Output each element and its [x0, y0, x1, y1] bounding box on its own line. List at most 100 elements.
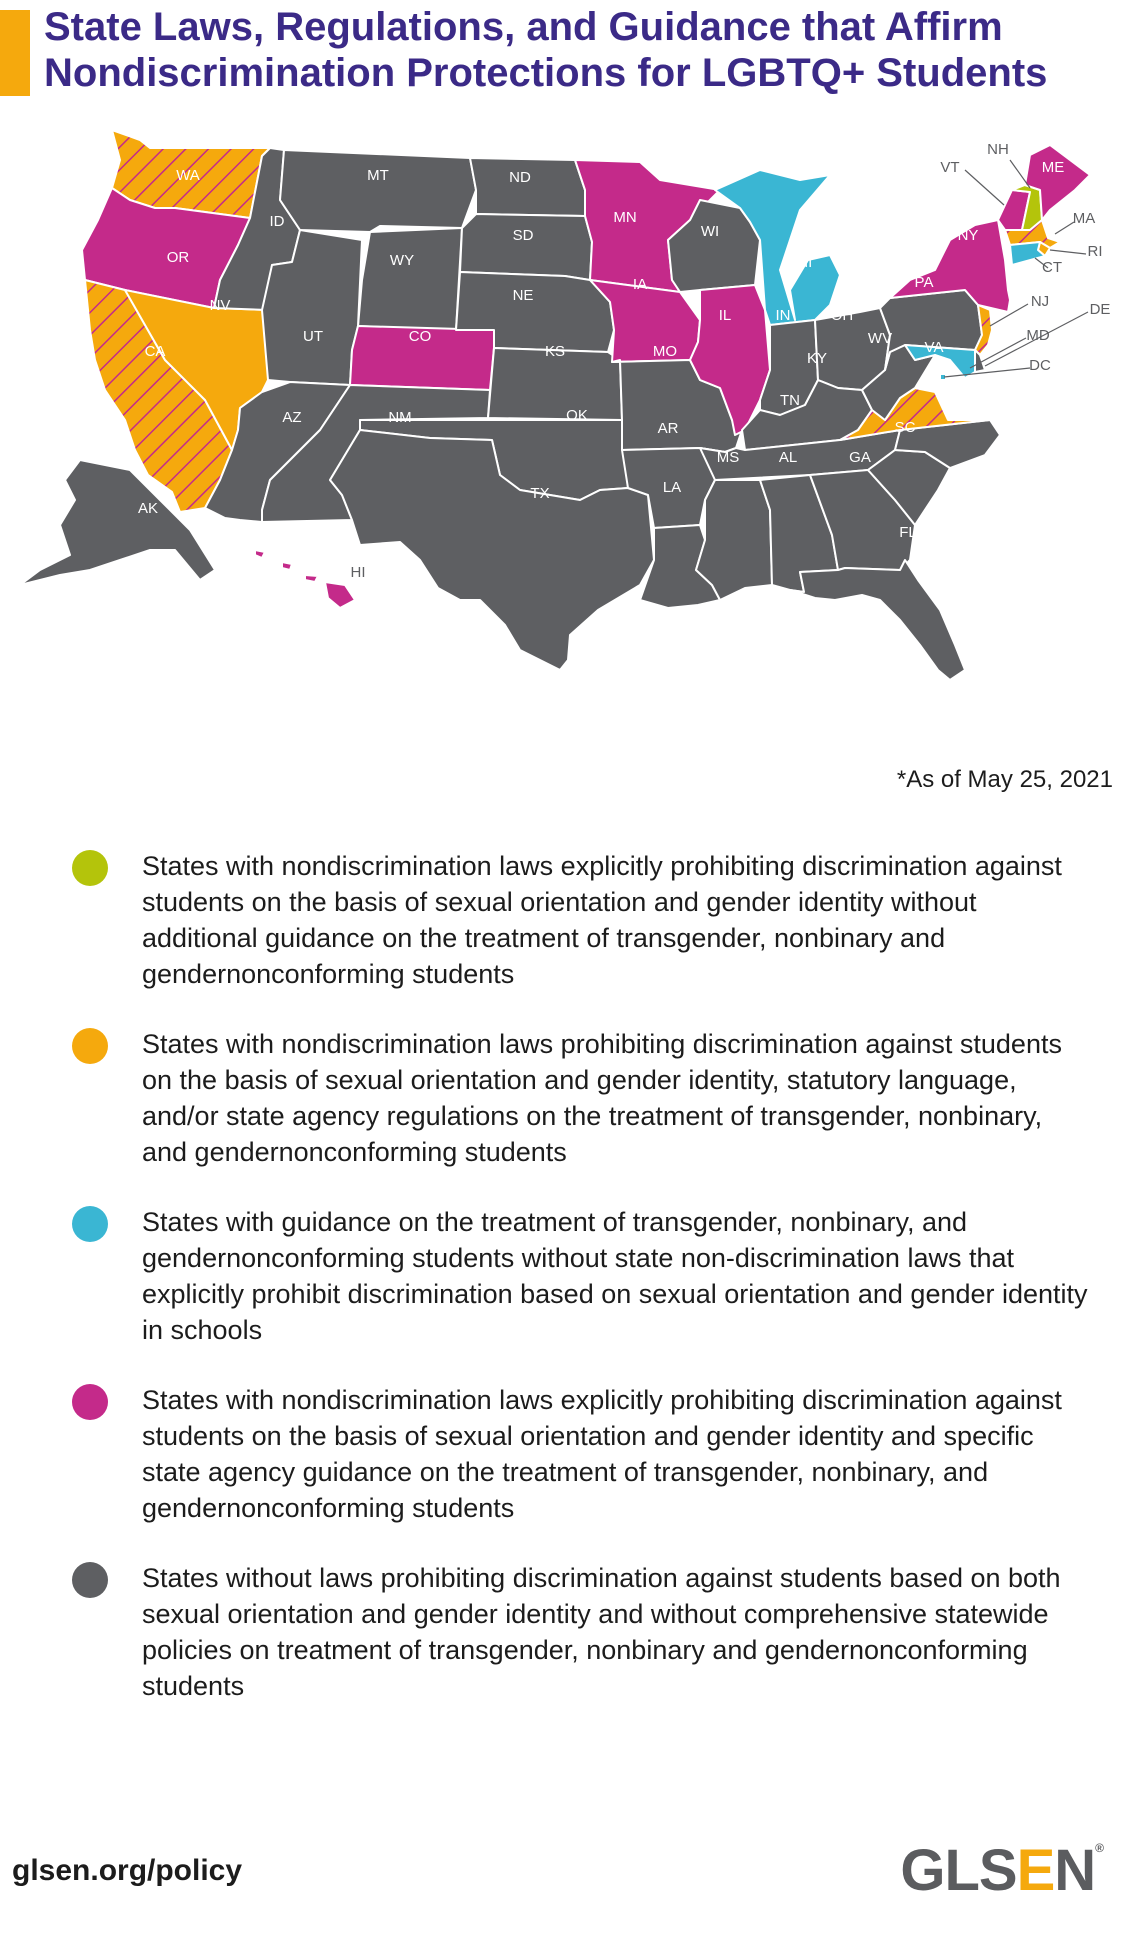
state-dc [939, 373, 947, 381]
legend-dot-gray [72, 1562, 108, 1598]
state-label-pa: PA [915, 274, 934, 291]
state-label-va: VA [925, 339, 944, 356]
leader-line-vt [964, 169, 1005, 206]
state-label-ia: IA [633, 276, 647, 293]
title-line-2: Nondiscrimination Protections for LGBTQ+… [44, 51, 1048, 95]
state-label-ky: KY [807, 350, 827, 367]
state-nd [469, 157, 586, 217]
state-label-ct: CT [1042, 259, 1062, 276]
state-sd [459, 213, 593, 281]
state-label-hi: HI [351, 564, 366, 581]
state-label-ca: CA [145, 343, 166, 360]
state-mi [714, 169, 841, 326]
footer-policy-link[interactable]: glsen.org/policy [12, 1854, 243, 1887]
state-label-ne: NE [513, 287, 534, 304]
leader-line-de [984, 311, 1089, 367]
leader-line-md [969, 337, 1027, 369]
legend: States with nondiscrimination laws expli… [70, 848, 1090, 1704]
state-label-wa: WA [176, 167, 200, 184]
legend-text: States with nondiscrimination laws expli… [142, 851, 1062, 989]
state-label-la: LA [663, 479, 681, 496]
state-label-or: OR [167, 249, 190, 266]
state-label-ms: MS [717, 449, 740, 466]
legend-item-lime: States with nondiscrimination laws expli… [70, 848, 1090, 992]
state-label-mn: MN [613, 209, 636, 226]
state-label-md: MD [1026, 327, 1049, 344]
legend-item-orange: States with nondiscrimination laws prohi… [70, 1026, 1090, 1170]
state-label-ma: MA [1073, 210, 1096, 227]
state-label-ar: AR [658, 420, 679, 437]
state-shapes [19, 130, 1091, 681]
legend-dot-teal [72, 1206, 108, 1242]
legend-dot-lime [72, 850, 108, 886]
state-label-wi: WI [701, 223, 719, 240]
leader-line-ct [1034, 257, 1049, 269]
title-accent-bar [0, 10, 30, 96]
state-ms [695, 479, 773, 601]
state-label-ak: AK [138, 500, 158, 517]
legend-dot-magenta [72, 1384, 108, 1420]
state-label-mt: MT [367, 167, 389, 184]
legend-text: States with nondiscrimination laws prohi… [142, 1029, 1062, 1167]
state-label-mi: MI [796, 254, 813, 271]
legend-dot-orange [72, 1028, 108, 1064]
state-labels: WA OR CA NV ID MT WY UT AZ CO NM ND SD NE KS OK TX MN IA MO… [138, 141, 1110, 581]
state-label-id: ID [270, 213, 285, 230]
legend-item-gray: States without laws prohibiting discrimi… [70, 1560, 1090, 1704]
state-label-nm: NM [388, 409, 411, 426]
us-state-map: WA OR CA NV ID MT WY UT AZ CO NM ND SD NE KS OK TX MN IA MO… [19, 130, 1110, 681]
state-label-ut: UT [303, 328, 323, 345]
legend-text: States without laws prohibiting discrimi… [142, 1563, 1061, 1701]
state-label-az: AZ [282, 409, 301, 426]
state-md [904, 344, 976, 379]
legend-text: States with nondiscrimination laws expli… [142, 1385, 1062, 1523]
leader-line-dc [943, 367, 1031, 378]
state-ne [455, 271, 615, 353]
state-label-mo: MO [653, 343, 677, 360]
state-label-oh: OH [831, 307, 854, 324]
state-label-tn: TN [780, 392, 800, 409]
state-ak [19, 459, 216, 586]
state-label-ks: KS [545, 343, 565, 360]
leader-line-ri [1049, 249, 1087, 255]
state-label-nd: ND [509, 169, 531, 186]
state-label-sc: SC [895, 419, 916, 436]
state-label-sd: SD [513, 227, 534, 244]
page-title: State Laws, Regulations, and Guidance th… [44, 4, 1114, 96]
state-label-me: ME [1042, 159, 1065, 176]
label-leader-lines [943, 159, 1089, 378]
state-label-ga: GA [849, 449, 871, 466]
legend-item-magenta: States with nondiscrimination laws expli… [70, 1382, 1090, 1526]
state-ct [1009, 241, 1046, 266]
state-label-co: CO [409, 328, 432, 345]
state-me [1024, 144, 1091, 221]
state-label-nj: NJ [1031, 293, 1049, 310]
state-il [689, 284, 771, 436]
title-line-1: State Laws, Regulations, and Guidance th… [44, 5, 1003, 49]
glsen-logo: GLSEN® [900, 1838, 1104, 1903]
leader-line-nh [1009, 159, 1031, 189]
as-of-date-note: *As of May 25, 2021 [896, 766, 1113, 793]
state-mt [279, 149, 477, 233]
state-label-de: DE [1090, 301, 1111, 318]
leader-line-nj [989, 303, 1029, 327]
legend-item-teal: States with guidance on the treatment of… [70, 1204, 1090, 1348]
state-label-nh: NH [987, 141, 1009, 158]
state-label-tx: TX [530, 485, 549, 502]
state-label-wv: WV [868, 330, 892, 347]
state-label-ok: OK [566, 407, 588, 424]
state-label-nv: NV [210, 297, 231, 314]
state-label-ny: NY [958, 227, 979, 244]
state-label-vt: VT [940, 159, 959, 176]
state-label-fl: FL [899, 524, 917, 541]
state-tx [329, 429, 655, 671]
state-wy [357, 227, 463, 331]
state-label-wy: WY [390, 252, 414, 269]
state-label-in: IN [776, 307, 791, 324]
state-fl [789, 559, 966, 681]
leader-line-ma [1054, 221, 1075, 235]
legend-text: States with guidance on the treatment of… [142, 1207, 1088, 1345]
state-label-dc: DC [1029, 357, 1051, 374]
state-nj [974, 304, 993, 356]
state-label-al: AL [779, 449, 797, 466]
